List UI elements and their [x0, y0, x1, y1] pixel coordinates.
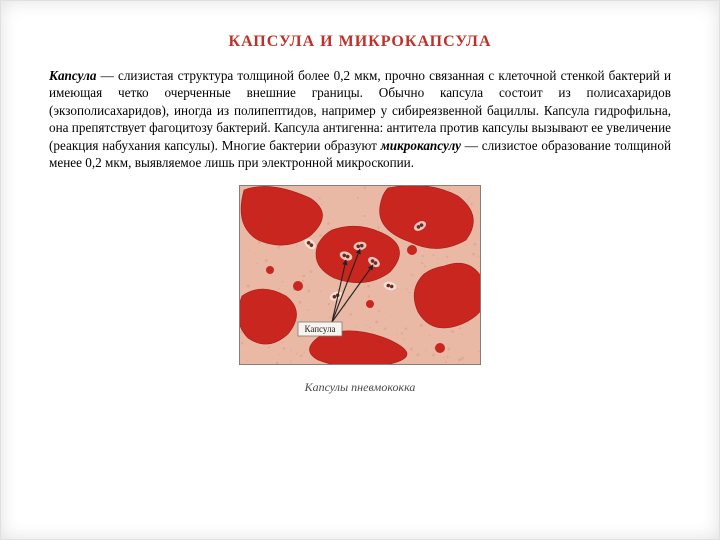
micrograph-svg: Капсула — [240, 186, 480, 364]
emphasis-microcapsule: микрокапсулу — [381, 138, 461, 153]
svg-text:Капсула: Капсула — [304, 324, 335, 334]
slide-title: КАПСУЛА И МИКРОКАПСУЛА — [49, 33, 671, 51]
micrograph-figure: Капсула — [239, 185, 481, 365]
body-paragraph: Капсула — слизистая структура толщиной б… — [49, 67, 671, 172]
figure-caption: Капсулы пневмококка — [49, 380, 671, 395]
slide-card: КАПСУЛА И МИКРОКАПСУЛА Капсула — слизист… — [0, 0, 720, 540]
figure-container: Капсула Капсулы пневмококка — [49, 185, 671, 395]
lead-term: Капсула — [49, 68, 97, 83]
